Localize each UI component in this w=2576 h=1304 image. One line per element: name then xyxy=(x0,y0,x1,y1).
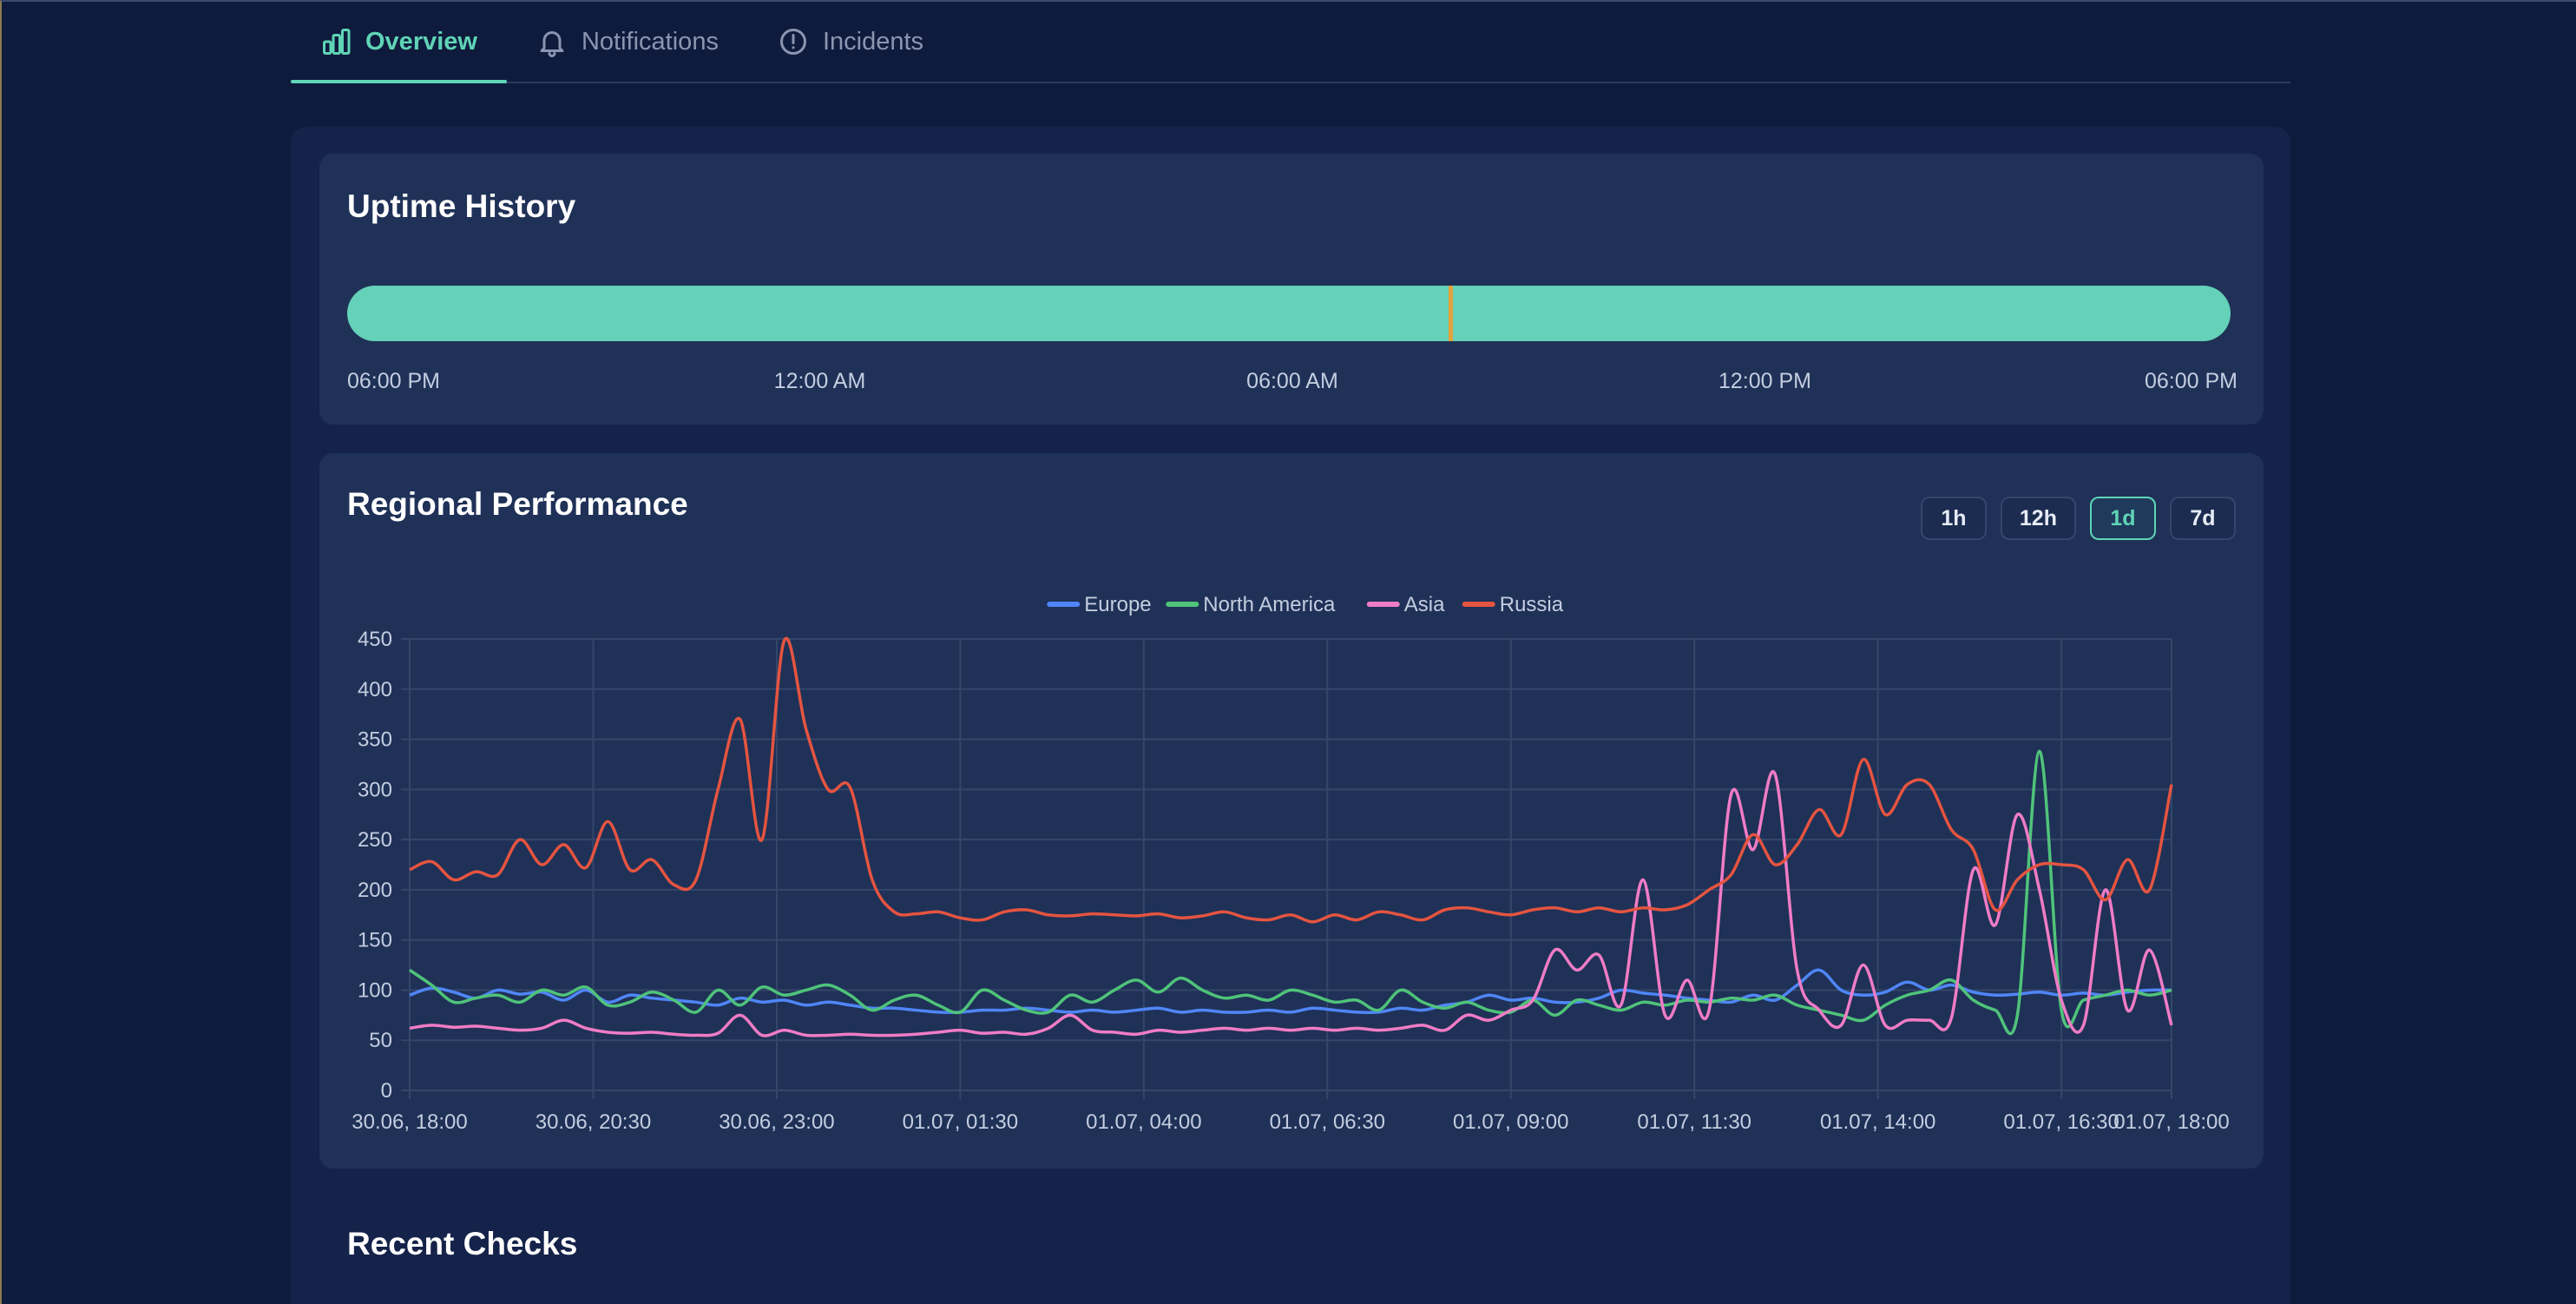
legend-label: North America xyxy=(1203,593,1336,616)
y-tick-label: 450 xyxy=(358,628,392,651)
y-tick-label: 200 xyxy=(358,879,392,902)
range-button-12h[interactable]: 12h xyxy=(2000,497,2076,540)
uptime-time-label: 12:00 AM xyxy=(773,369,866,393)
uptime-time-label: 06:00 PM xyxy=(347,369,441,393)
uptime-incident-marker[interactable] xyxy=(1449,286,1454,341)
tab-overview[interactable]: Overview xyxy=(291,2,507,83)
y-tick-label: 150 xyxy=(358,929,392,952)
x-tick-label: 30.06, 23:00 xyxy=(719,1110,834,1134)
legend-label: Asia xyxy=(1404,593,1445,616)
x-tick-label: 01.07, 18:00 xyxy=(2113,1110,2229,1134)
regional-performance-chart[interactable]: 0 50 100 150 200 250 300 350 400 450 30.06, 18:00 3… xyxy=(319,453,2264,1169)
uptime-time-label: 06:00 PM xyxy=(2144,369,2238,393)
legend-label: Russia xyxy=(1500,593,1564,616)
series-line-north-america xyxy=(409,749,2172,1036)
recent-checks-title: Recent Checks xyxy=(347,1226,578,1261)
x-tick-label: 01.07, 06:30 xyxy=(1270,1110,1385,1134)
series-line-asia xyxy=(409,770,2173,1037)
uptime-time-label: 06:00 AM xyxy=(1246,369,1338,393)
x-tick-label: 01.07, 16:30 xyxy=(2003,1110,2119,1134)
tab-notifications-label: Notifications xyxy=(581,27,719,56)
x-tick-label: 01.07, 01:30 xyxy=(903,1110,1018,1134)
uptime-bar[interactable] xyxy=(347,286,2231,341)
tab-bar: Overview Notifications Incidents xyxy=(291,2,2290,83)
x-tick-label: 30.06, 20:30 xyxy=(536,1110,651,1134)
tab-overview-label: Overview xyxy=(365,27,477,56)
regional-performance-card: Regional Performance 1h 12h 1d 7d 0 50 100… xyxy=(319,453,2264,1169)
y-tick-label: 400 xyxy=(358,678,392,701)
x-tick-label: 01.07, 14:00 xyxy=(1820,1110,1935,1134)
y-tick-label: 50 xyxy=(369,1029,392,1052)
range-button-1h[interactable]: 1h xyxy=(1920,497,1987,540)
bar-chart-icon xyxy=(323,29,351,55)
range-selector: 1h 12h 1d 7d xyxy=(1920,497,2236,540)
uptime-time-label: 12:00 PM xyxy=(1718,369,1812,393)
range-button-7d[interactable]: 7d xyxy=(2170,497,2236,540)
range-button-1d[interactable]: 1d xyxy=(2090,497,2156,540)
tab-incidents-label: Incidents xyxy=(822,27,924,56)
bell-icon xyxy=(540,31,564,57)
x-tick-label: 01.07, 11:30 xyxy=(1637,1110,1751,1134)
y-tick-label: 300 xyxy=(358,778,392,801)
y-tick-label: 350 xyxy=(358,728,392,752)
tab-incidents[interactable]: Incidents xyxy=(748,2,953,82)
y-tick-label: 100 xyxy=(358,978,392,1002)
series-line-europe xyxy=(409,968,2172,1015)
legend-label: Europe xyxy=(1084,593,1151,616)
uptime-history-title: Uptime History xyxy=(347,188,576,224)
regional-performance-title: Regional Performance xyxy=(347,486,688,522)
x-tick-label: 30.06, 18:00 xyxy=(352,1110,467,1134)
x-tick-label: 01.07, 09:00 xyxy=(1453,1110,1568,1134)
y-tick-label: 250 xyxy=(358,828,392,852)
y-tick-label: 0 xyxy=(381,1079,392,1103)
x-tick-label: 01.07, 04:00 xyxy=(1086,1110,1201,1134)
uptime-time-axis: 06:00 PM 12:00 AM 06:00 AM 12:00 PM 06:0… xyxy=(347,369,2238,398)
series-line-russia xyxy=(409,636,2173,924)
alert-circle-icon xyxy=(779,29,806,55)
uptime-history-card: Uptime History 06:00 PM 12:00 AM 06:00 A… xyxy=(319,154,2264,425)
tab-notifications[interactable]: Notifications xyxy=(507,2,748,82)
